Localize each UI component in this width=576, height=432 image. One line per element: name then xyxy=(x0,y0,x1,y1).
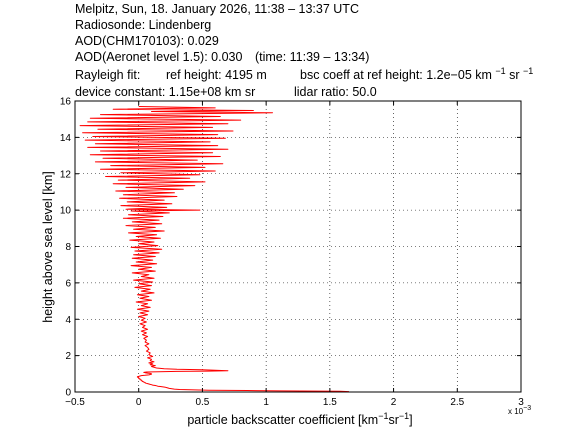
y-tick-label: 12 xyxy=(60,169,72,180)
x-axis-label-sr: sr xyxy=(388,413,398,427)
y-tick-label: 16 xyxy=(60,97,72,108)
y-tick-label: 0 xyxy=(65,388,71,399)
rayleigh-bsc-coeff: bsc coeff at ref height: 1.2e−05 km −1 s… xyxy=(300,63,533,82)
x-tick-labels: −0.5 0 0.5 1 1.5 2 2.5 3 xyxy=(65,397,524,408)
x-axis-label-exp2: −1 xyxy=(399,411,409,421)
x-axis-multiplier: x 10−3 xyxy=(508,405,531,416)
y-tick-label: 6 xyxy=(65,278,71,289)
rayleigh-fit-label: Rayleigh fit: xyxy=(75,68,140,82)
backscatter-profile-line xyxy=(79,106,350,393)
x-axis-multiplier-base: x 10 xyxy=(508,407,524,416)
series-layer xyxy=(79,106,350,393)
axis-ticks xyxy=(74,100,522,393)
y-tick-label: 14 xyxy=(60,133,72,144)
x-tick-label: 2.5 xyxy=(450,397,464,408)
x-axis-label-suffix: ] xyxy=(409,413,412,427)
header-line-location-date: Melpitz, Sun, 18. January 2026, 11:38 – … xyxy=(75,2,359,16)
y-tick-label: 2 xyxy=(65,351,71,362)
rayleigh-ref-height: ref height: 4195 m xyxy=(166,68,267,82)
x-tick-label: 3 xyxy=(518,397,524,408)
x-tick-label: 2 xyxy=(391,397,397,408)
x-tick-label: −0.5 xyxy=(65,397,85,408)
x-tick-label: 1.5 xyxy=(323,397,337,408)
x-tick-label: 1 xyxy=(263,397,269,408)
bsc-coeff-text: bsc coeff at ref height: 1.2e−05 km xyxy=(300,68,492,82)
bsc-coeff-exp2: −1 xyxy=(523,66,533,76)
x-axis-label: particle backscatter coefficient [km−1sr… xyxy=(187,411,412,427)
x-tick-label: 0.5 xyxy=(195,397,209,408)
x-axis-multiplier-exp: −3 xyxy=(523,405,531,412)
lidar-ratio: lidar ratio: 50.0 xyxy=(294,85,377,99)
y-axis-label: height above sea level [km] xyxy=(41,171,55,322)
x-axis-label-exp1: −1 xyxy=(378,411,388,421)
y-tick-label: 10 xyxy=(60,206,72,217)
aod-aeronet-time: (time: 11:39 – 13:34) xyxy=(255,50,369,64)
device-constant: device constant: 1.15e+08 km sr xyxy=(75,85,255,99)
x-tick-label: 0 xyxy=(136,397,142,408)
aod-aeronet-value: AOD(Aeronet level 1.5): 0.030 xyxy=(75,50,242,64)
x-axis-label-text: particle backscatter coefficient [km xyxy=(187,413,378,427)
y-tick-label: 4 xyxy=(65,315,71,326)
header-line-aod-chm: AOD(CHM170103): 0.029 xyxy=(75,34,219,48)
header-line-radiosonde: Radiosonde: Lindenberg xyxy=(75,18,211,32)
header-line-aod-aeronet: AOD(Aeronet level 1.5): 0.030 (time: 11:… xyxy=(75,50,369,64)
bsc-coeff-sr: sr xyxy=(509,68,519,82)
y-tick-label: 8 xyxy=(65,242,71,253)
y-tick-labels: 0 2 4 6 8 10 12 14 16 xyxy=(60,97,72,399)
header-block: Melpitz, Sun, 18. January 2026, 11:38 – … xyxy=(75,2,533,99)
bsc-coeff-exp1: −1 xyxy=(495,66,505,76)
